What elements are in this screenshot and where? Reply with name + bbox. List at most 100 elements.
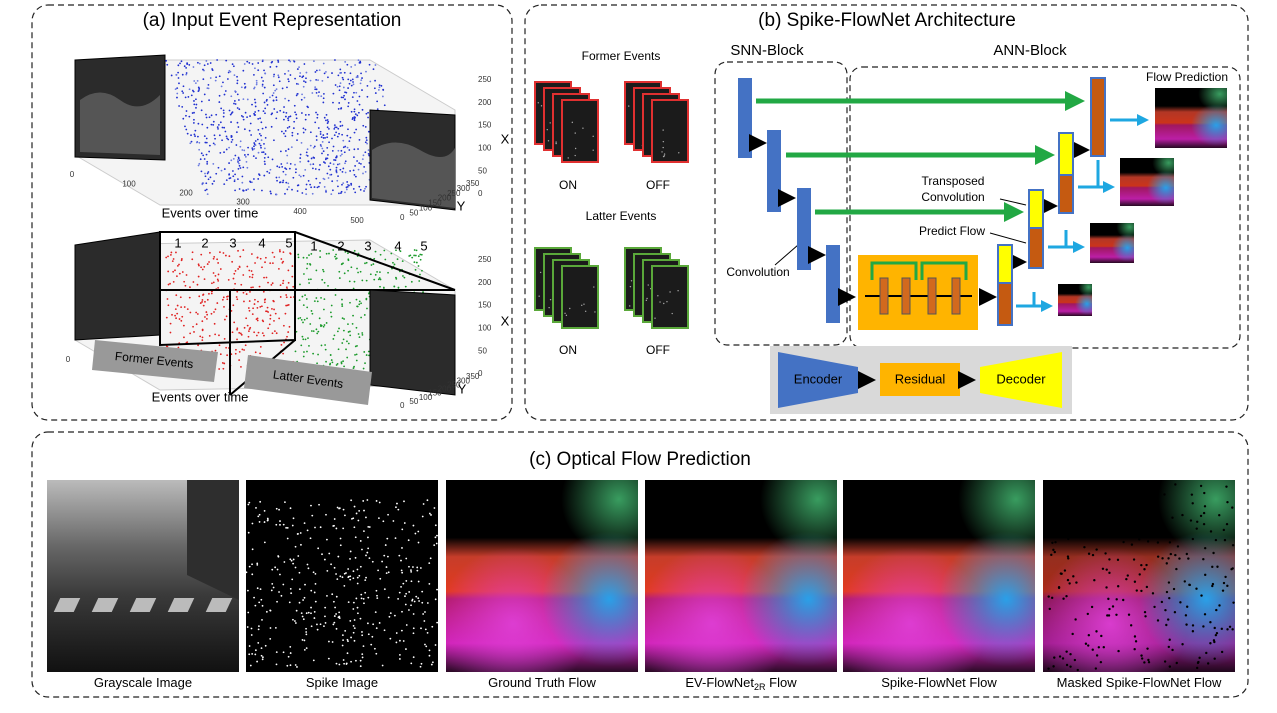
tick-label: 150 bbox=[478, 121, 492, 130]
event-dot bbox=[345, 348, 347, 351]
event-dot bbox=[178, 105, 180, 107]
event-dot bbox=[208, 292, 210, 295]
mask-dot bbox=[1197, 660, 1200, 664]
spike bbox=[347, 640, 349, 643]
event-dot bbox=[339, 120, 342, 123]
event-dot bbox=[332, 249, 335, 251]
event-dot bbox=[372, 68, 375, 71]
mask-dot bbox=[1061, 657, 1065, 660]
event-dot bbox=[344, 171, 347, 174]
spike bbox=[370, 643, 373, 646]
event-dot bbox=[167, 304, 170, 307]
event-dot bbox=[344, 61, 347, 63]
event-dot bbox=[283, 132, 285, 135]
event-dot bbox=[310, 253, 313, 255]
spike bbox=[395, 632, 398, 634]
spike bbox=[364, 579, 367, 582]
mask-dot bbox=[1122, 598, 1125, 602]
event-dot bbox=[302, 355, 305, 358]
spike bbox=[383, 554, 386, 557]
spike bbox=[422, 503, 425, 505]
event-dot bbox=[304, 168, 307, 171]
spike bbox=[367, 536, 369, 539]
event-dot bbox=[238, 99, 240, 101]
bin-label: 5 bbox=[285, 235, 292, 250]
event-dot bbox=[277, 267, 280, 270]
event-dot bbox=[315, 78, 318, 81]
event-dot bbox=[238, 164, 241, 167]
event-dot bbox=[338, 277, 341, 279]
spike bbox=[332, 623, 335, 626]
bin-label: 3 bbox=[229, 235, 236, 250]
event-dot bbox=[326, 122, 329, 125]
event-dot bbox=[226, 298, 229, 301]
event-dot bbox=[230, 136, 233, 139]
mask-dot bbox=[1090, 502, 1093, 505]
event-dot bbox=[291, 134, 294, 137]
event-dot bbox=[303, 80, 305, 83]
spike bbox=[377, 569, 379, 572]
event-dot bbox=[401, 260, 404, 263]
event-dot bbox=[289, 74, 292, 76]
spike bbox=[383, 588, 386, 591]
spike bbox=[354, 556, 357, 559]
event-dot bbox=[322, 270, 325, 273]
event-dot bbox=[271, 262, 274, 265]
event-dot bbox=[357, 148, 359, 150]
event-dot bbox=[263, 301, 266, 304]
event-dot bbox=[310, 157, 313, 160]
mask-dot bbox=[1115, 534, 1118, 537]
encoder-bar bbox=[826, 245, 840, 323]
spike bbox=[248, 645, 251, 647]
event-dot bbox=[278, 317, 281, 320]
spike bbox=[333, 621, 336, 624]
event-dot bbox=[337, 149, 340, 152]
caption-part: EV-FlowNet bbox=[685, 675, 754, 690]
event-dot bbox=[304, 294, 306, 296]
event-dot bbox=[396, 258, 399, 261]
event-dot bbox=[205, 188, 208, 191]
tick-label: 100 bbox=[478, 144, 492, 153]
spike bbox=[251, 653, 254, 655]
event-frame bbox=[74, 231, 161, 341]
event-dot bbox=[166, 298, 169, 300]
event-dot bbox=[295, 94, 298, 97]
event-dot bbox=[322, 62, 325, 65]
spike bbox=[401, 547, 403, 549]
event-dot bbox=[217, 273, 220, 276]
mask-dot bbox=[1079, 517, 1082, 521]
event-dot bbox=[208, 116, 211, 119]
mask-dot bbox=[1187, 557, 1190, 560]
event-dot bbox=[254, 140, 257, 142]
mask-dot bbox=[1231, 544, 1235, 547]
event-dot bbox=[174, 314, 176, 317]
spike bbox=[434, 536, 437, 539]
event-dot bbox=[415, 261, 418, 264]
spike bbox=[254, 653, 257, 656]
spike bbox=[424, 611, 426, 613]
mask-dot bbox=[1087, 634, 1091, 637]
event-dot bbox=[196, 313, 199, 315]
event-dot bbox=[305, 71, 308, 74]
event-dot bbox=[289, 296, 292, 299]
event-dot bbox=[203, 64, 206, 67]
event-dot bbox=[223, 306, 225, 308]
event-dot bbox=[302, 256, 305, 259]
event-dot bbox=[307, 180, 310, 182]
event-dot bbox=[231, 260, 234, 263]
spike bbox=[416, 566, 419, 569]
event-dot bbox=[239, 332, 242, 335]
spike bbox=[347, 568, 350, 570]
event-dot bbox=[315, 177, 318, 180]
event-dot bbox=[335, 155, 338, 158]
event-dot bbox=[217, 123, 220, 126]
event-dot bbox=[303, 273, 305, 275]
spike bbox=[378, 517, 380, 520]
event-dot bbox=[255, 81, 258, 84]
event-dot bbox=[263, 276, 265, 279]
mask-dot bbox=[1080, 525, 1083, 528]
event-dot bbox=[352, 188, 355, 190]
event-dot bbox=[368, 292, 370, 295]
mask-dot bbox=[1146, 540, 1150, 543]
